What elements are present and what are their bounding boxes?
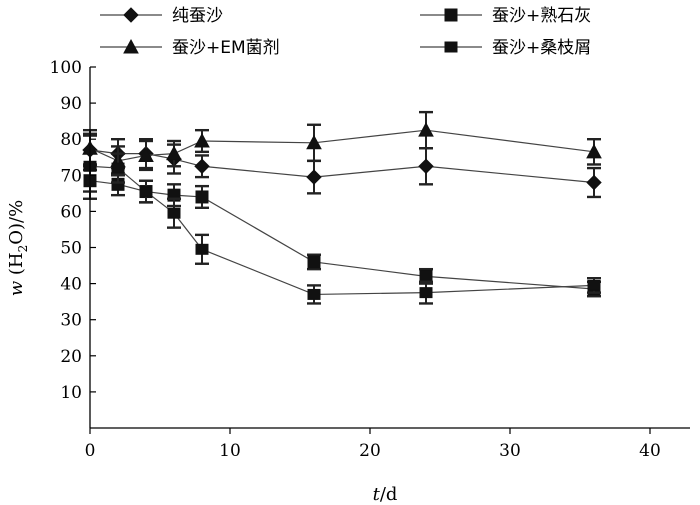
legend-marker <box>123 7 139 23</box>
y-axis-title: w (H2O)/% <box>6 200 30 296</box>
data-point <box>111 162 125 174</box>
series-2 <box>83 168 601 298</box>
x-ticks: 0 10 20 30 40 <box>85 428 661 461</box>
data-point <box>418 158 434 174</box>
data-point <box>307 288 321 300</box>
data-point <box>418 122 434 137</box>
data-point <box>419 269 433 283</box>
data-point <box>586 174 602 191</box>
axes <box>89 67 690 429</box>
data-point <box>194 158 210 174</box>
data-point <box>139 186 153 198</box>
data-point <box>194 132 210 148</box>
x-tick-label: 40 <box>639 441 661 461</box>
y-tick-label: 80 <box>60 130 82 150</box>
y-tick-label: 30 <box>60 311 82 331</box>
y-tick-label: 60 <box>60 202 82 222</box>
data-point <box>195 243 209 255</box>
legend-label: 纯蚕沙 <box>172 6 223 26</box>
legend-entry: 蚕沙+桑枝屑 <box>420 38 591 58</box>
legend-marker <box>444 41 458 53</box>
legend-label: 蚕沙+熟石灰 <box>492 5 591 26</box>
series-line <box>89 165 595 296</box>
y-tick-label: 90 <box>60 94 82 114</box>
data-point <box>167 207 181 219</box>
y-tick-label: 20 <box>60 347 82 367</box>
data-point <box>586 143 602 159</box>
legend-entry: 纯蚕沙 <box>100 6 223 26</box>
series-layer <box>82 110 602 305</box>
x-tick-label: 10 <box>219 441 241 461</box>
data-point <box>306 134 322 150</box>
series-3 <box>82 110 602 177</box>
data-point <box>138 147 154 162</box>
legend-entry: 蚕沙+EM菌剂 <box>100 38 280 58</box>
y-tick-label: 50 <box>60 239 82 259</box>
data-point <box>307 255 321 269</box>
series-1 <box>82 134 602 199</box>
x-axis-title: t/d <box>373 484 398 505</box>
legend-entry: 蚕沙+熟石灰 <box>420 5 591 26</box>
legend-label: 蚕沙+EM菌剂 <box>172 38 280 58</box>
data-point <box>166 145 182 161</box>
series-4 <box>83 132 601 305</box>
data-point <box>587 279 601 291</box>
series-line <box>89 149 595 184</box>
legend-label: 蚕沙+桑枝屑 <box>492 38 591 58</box>
series-line <box>89 180 595 290</box>
legend-marker <box>123 38 139 54</box>
x-tick-label: 0 <box>85 441 96 461</box>
legend-marker <box>444 8 458 22</box>
x-tick-label: 20 <box>359 441 381 461</box>
data-point <box>306 169 322 185</box>
y-ticks: 10 20 30 40 50 60 70 80 90 100 <box>50 58 96 403</box>
y-tick-label: 40 <box>60 275 82 295</box>
data-point <box>195 190 209 204</box>
x-tick-label: 30 <box>499 441 521 461</box>
y-tick-label: 10 <box>60 383 82 403</box>
y-tick-label: 70 <box>60 166 82 186</box>
y-tick-label: 100 <box>50 58 82 78</box>
series-line <box>89 129 595 162</box>
data-point <box>419 287 433 299</box>
